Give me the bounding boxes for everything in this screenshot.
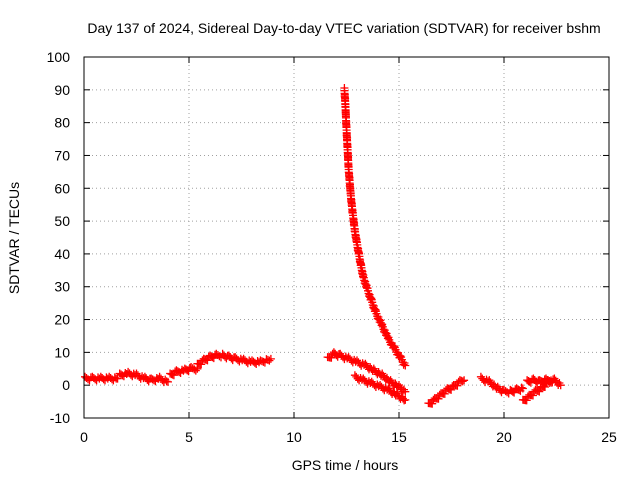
data-point bbox=[460, 376, 469, 385]
chart-title: Day 137 of 2024, Sidereal Day-to-day VTE… bbox=[87, 20, 600, 36]
data-point bbox=[434, 394, 443, 403]
data-point bbox=[197, 360, 206, 369]
y-tick-label: 80 bbox=[54, 115, 70, 131]
y-axis-label: SDTVAR / TECUs bbox=[6, 182, 22, 294]
x-tick-label: 10 bbox=[286, 429, 302, 445]
y-tick-label: -10 bbox=[50, 410, 70, 426]
data-point bbox=[517, 383, 526, 392]
data-point bbox=[113, 374, 122, 383]
x-axis-label: GPS time / hours bbox=[292, 457, 399, 473]
data-point bbox=[191, 366, 200, 375]
y-axis-ticks: -10 0 10 20 30 40 50 60 70 80 90 100 bbox=[47, 49, 609, 426]
data-point bbox=[396, 351, 405, 360]
y-tick-label: 20 bbox=[54, 312, 70, 328]
x-tick-label: 20 bbox=[496, 429, 512, 445]
data-point bbox=[164, 377, 172, 386]
x-tick-label: 15 bbox=[391, 429, 407, 445]
data-point bbox=[453, 381, 462, 390]
data-point bbox=[541, 383, 549, 391]
x-axis-ticks: 0 5 10 15 20 25 bbox=[80, 57, 617, 445]
data-point bbox=[169, 371, 178, 380]
data-point bbox=[428, 399, 437, 408]
data-point bbox=[265, 356, 274, 365]
y-tick-label: 50 bbox=[54, 213, 70, 229]
y-tick-label: 90 bbox=[54, 82, 70, 98]
data-point bbox=[529, 391, 537, 400]
plot-frame bbox=[83, 56, 610, 419]
data-point bbox=[401, 395, 410, 404]
data-point bbox=[518, 384, 527, 393]
data-point bbox=[548, 377, 557, 386]
data-point bbox=[510, 388, 519, 397]
y-tick-label: 40 bbox=[54, 246, 70, 262]
grid-lines bbox=[84, 57, 609, 418]
data-point bbox=[327, 353, 336, 362]
data-point bbox=[203, 356, 212, 365]
data-point bbox=[522, 396, 531, 405]
data-point bbox=[535, 387, 544, 396]
data-point bbox=[399, 360, 408, 369]
y-tick-label: 0 bbox=[62, 377, 70, 393]
y-tick-label: 60 bbox=[54, 180, 70, 196]
data-point bbox=[390, 342, 398, 351]
data-point bbox=[440, 389, 449, 398]
data-point bbox=[458, 377, 467, 386]
data-point bbox=[401, 361, 410, 370]
data-point bbox=[447, 385, 456, 394]
data-point bbox=[547, 376, 555, 385]
x-tick-label: 25 bbox=[601, 429, 617, 445]
data-point bbox=[401, 387, 410, 396]
y-tick-label: 30 bbox=[54, 279, 70, 295]
data-point bbox=[556, 381, 565, 390]
y-tick-label: 100 bbox=[47, 49, 71, 65]
x-tick-label: 5 bbox=[185, 429, 193, 445]
y-tick-label: 10 bbox=[54, 344, 70, 360]
x-tick-label: 0 bbox=[80, 429, 88, 445]
data-points bbox=[81, 84, 565, 408]
data-point bbox=[266, 354, 275, 363]
y-tick-label: 70 bbox=[54, 147, 70, 163]
